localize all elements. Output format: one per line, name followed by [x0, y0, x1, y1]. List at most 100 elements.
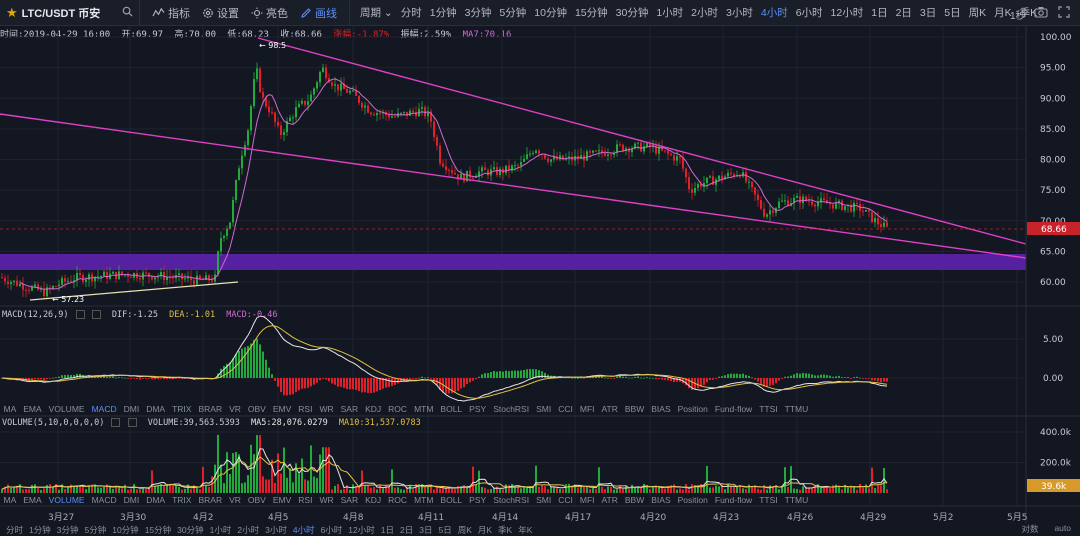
- bottom-timeframe-2[interactable]: 3分钟: [56, 524, 79, 535]
- macd-settings-icon[interactable]: [75, 310, 85, 319]
- timeframe-8[interactable]: 2小时: [691, 7, 719, 19]
- indicator-tab-mfi[interactable]: MFI: [579, 404, 595, 414]
- indicator-tab-kdj[interactable]: KDJ: [365, 495, 382, 505]
- settings-button[interactable]: 设置: [202, 5, 239, 21]
- timeframe-6[interactable]: 30分钟: [615, 7, 649, 19]
- indicator-tab-dma[interactable]: DMA: [146, 404, 166, 414]
- indicator-tab-emv[interactable]: EMV: [272, 495, 292, 505]
- bottom-timeframe-11[interactable]: 6小时: [320, 524, 343, 535]
- indicator-tab-stochrsi[interactable]: StochRSI: [493, 495, 530, 505]
- bottom-timeframe-9[interactable]: 3小时: [265, 524, 287, 535]
- indicator-tab-volume[interactable]: VOLUME: [48, 404, 85, 414]
- bottom-timeframe-13[interactable]: 1日: [380, 524, 394, 535]
- bottom-timeframe-14[interactable]: 2日: [400, 524, 414, 535]
- macd-close-icon[interactable]: [91, 310, 101, 319]
- period-dropdown[interactable]: 周期 ⌄: [360, 5, 393, 20]
- indicator-tab-dmi[interactable]: DMI: [123, 495, 140, 505]
- timeframe-10[interactable]: 4小时: [760, 7, 788, 19]
- indicator-tab-boll[interactable]: BOLL: [440, 404, 463, 414]
- indicator-tab-macd[interactable]: MACD: [91, 404, 117, 414]
- bottom-timeframe-17[interactable]: 周K: [457, 524, 472, 535]
- timeframe-11[interactable]: 6小时: [795, 7, 823, 19]
- indicator-tab-roc[interactable]: ROC: [388, 495, 408, 505]
- bottom-timeframe-18[interactable]: 月K: [477, 524, 493, 535]
- indicator-tab-trix[interactable]: TRIX: [172, 404, 192, 414]
- volume-settings-icon[interactable]: [111, 418, 121, 427]
- indicator-tab-atr[interactable]: ATR: [601, 495, 618, 505]
- indicator-tab-smi[interactable]: SMI: [536, 495, 552, 505]
- indicator-tab-fund-flow[interactable]: Fund-flow: [714, 404, 753, 414]
- indicator-tab-cci[interactable]: CCI: [558, 404, 573, 414]
- indicator-tab-rsi[interactable]: RSI: [298, 495, 313, 505]
- indicator-tab-wr[interactable]: WR: [319, 495, 334, 505]
- indicator-tab-obv[interactable]: OBV: [247, 495, 266, 505]
- bottom-timeframe-19[interactable]: 季K: [498, 524, 513, 535]
- timeframe-18[interactable]: 月K: [994, 7, 1012, 19]
- indicator-tab-psy[interactable]: PSY: [469, 404, 487, 414]
- bottom-timeframe-12[interactable]: 12小时: [348, 524, 375, 535]
- search-icon[interactable]: [122, 6, 133, 20]
- indicator-tab-dma[interactable]: DMA: [146, 495, 166, 505]
- indicator-tab-vr[interactable]: VR: [229, 495, 241, 505]
- light-theme-button[interactable]: 亮色: [251, 5, 288, 21]
- timeframe-2[interactable]: 3分钟: [464, 7, 492, 19]
- auto-scale-toggle[interactable]: auto: [1054, 523, 1071, 533]
- bottom-timeframe-1[interactable]: 1分钟: [29, 524, 51, 535]
- indicator-tab-kdj[interactable]: KDJ: [365, 404, 382, 414]
- indicator-tab-bias[interactable]: BIAS: [651, 495, 671, 505]
- bottom-timeframe-20[interactable]: 年K: [518, 524, 533, 535]
- indicator-tab-position[interactable]: Position: [677, 495, 708, 505]
- indicator-tab-ttmu[interactable]: TTMU: [784, 495, 809, 505]
- indicator-tab-bias[interactable]: BIAS: [651, 404, 671, 414]
- timeframe-4[interactable]: 10分钟: [534, 7, 567, 19]
- timeframe-9[interactable]: 3小时: [726, 7, 753, 19]
- timeframe-7[interactable]: 1小时: [656, 7, 684, 19]
- indicator-tab-fund-flow[interactable]: Fund-flow: [714, 495, 753, 505]
- indicator-tab-atr[interactable]: ATR: [601, 404, 618, 414]
- indicator-tab-vr[interactable]: VR: [229, 404, 241, 414]
- indicator-tab-trix[interactable]: TRIX: [172, 495, 192, 505]
- volume-close-icon[interactable]: [127, 418, 137, 427]
- camera-icon[interactable]: [1034, 6, 1048, 21]
- bottom-timeframe-15[interactable]: 3日: [419, 524, 433, 535]
- indicator-tab-psy[interactable]: PSY: [469, 495, 487, 505]
- timeframe-12[interactable]: 12小时: [830, 7, 864, 19]
- symbol-segment[interactable]: ★ LTC/USDT 币安: [0, 0, 140, 26]
- indicator-tab-cci[interactable]: CCI: [558, 495, 573, 505]
- timeframe-13[interactable]: 1日: [871, 7, 888, 19]
- indicator-tab-ma[interactable]: MA: [3, 404, 17, 414]
- indicator-tab-sar[interactable]: SAR: [340, 404, 359, 414]
- indicator-tab-boll[interactable]: BOLL: [440, 495, 463, 505]
- bottom-timeframe-7[interactable]: 1小时: [209, 524, 232, 535]
- timeframe-17[interactable]: 周K: [968, 7, 987, 19]
- log-scale-toggle[interactable]: 对数: [1021, 524, 1039, 534]
- indicator-tab-macd[interactable]: MACD: [91, 495, 117, 505]
- indicator-tab-obv[interactable]: OBV: [247, 404, 266, 414]
- indicator-tab-ttmu[interactable]: TTMU: [784, 404, 809, 414]
- bottom-timeframe-8[interactable]: 2小时: [237, 524, 260, 535]
- indicator-tab-bbw[interactable]: BBW: [624, 495, 645, 505]
- indicator-tab-sar[interactable]: SAR: [340, 495, 359, 505]
- indicator-tab-wr[interactable]: WR: [319, 404, 334, 414]
- indicator-tab-brar[interactable]: BRAR: [198, 404, 223, 414]
- indicator-tab-mtm[interactable]: MTM: [414, 404, 434, 414]
- timeframe-16[interactable]: 5日: [944, 7, 961, 19]
- favorite-star-icon[interactable]: ★: [6, 4, 18, 20]
- bottom-timeframe-5[interactable]: 15分钟: [144, 524, 172, 535]
- timeframe-15[interactable]: 3日: [919, 7, 937, 19]
- indicator-tab-mfi[interactable]: MFI: [579, 495, 595, 505]
- bottom-timeframe-0[interactable]: 分时: [6, 524, 24, 535]
- indicator-tab-emv[interactable]: EMV: [272, 404, 292, 414]
- indicator-tab-ttsi[interactable]: TTSI: [759, 495, 778, 505]
- indicator-tab-stochrsi[interactable]: StochRSI: [493, 404, 530, 414]
- indicator-tab-roc[interactable]: ROC: [388, 404, 408, 414]
- fullscreen-icon[interactable]: [1058, 6, 1070, 21]
- chart-canvas[interactable]: ← 98.5 ← 57.23 100.00 95.00 90.00 85.00 80.0…: [0, 26, 1080, 523]
- bottom-timeframe-3[interactable]: 5分钟: [84, 524, 107, 535]
- timeframe-5[interactable]: 15分钟: [574, 7, 608, 19]
- timeframe-0[interactable]: 分时: [400, 7, 422, 19]
- indicator-tab-bbw[interactable]: BBW: [624, 404, 645, 414]
- indicator-tab-dmi[interactable]: DMI: [123, 404, 140, 414]
- draw-line-button[interactable]: 画线: [300, 5, 337, 21]
- indicator-tab-ema[interactable]: EMA: [23, 495, 42, 505]
